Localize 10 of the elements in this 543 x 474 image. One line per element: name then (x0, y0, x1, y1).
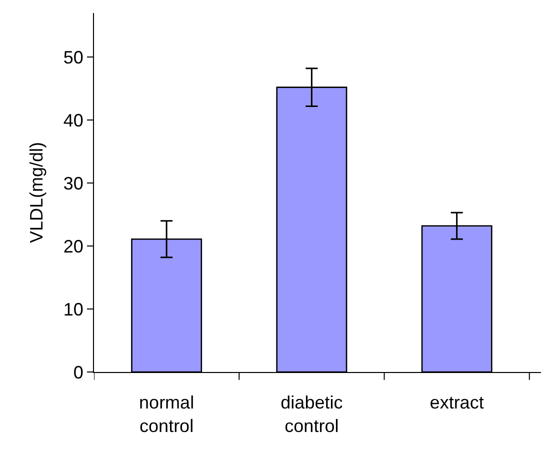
x-tick-label: diabetic control (280, 392, 343, 436)
y-tick-label: 0 (73, 362, 84, 382)
y-tick-label: 20 (63, 236, 84, 256)
x-tick-label: normal control (139, 392, 194, 436)
y-tick-label: 40 (63, 110, 84, 130)
x-tick-label: extract (430, 392, 484, 413)
y-tick-label: 10 (63, 299, 84, 320)
y-tick-label: 50 (63, 47, 84, 68)
y-tick-label: 30 (63, 173, 84, 194)
y-axis-title: VLDL(mg/dl) (26, 142, 47, 244)
